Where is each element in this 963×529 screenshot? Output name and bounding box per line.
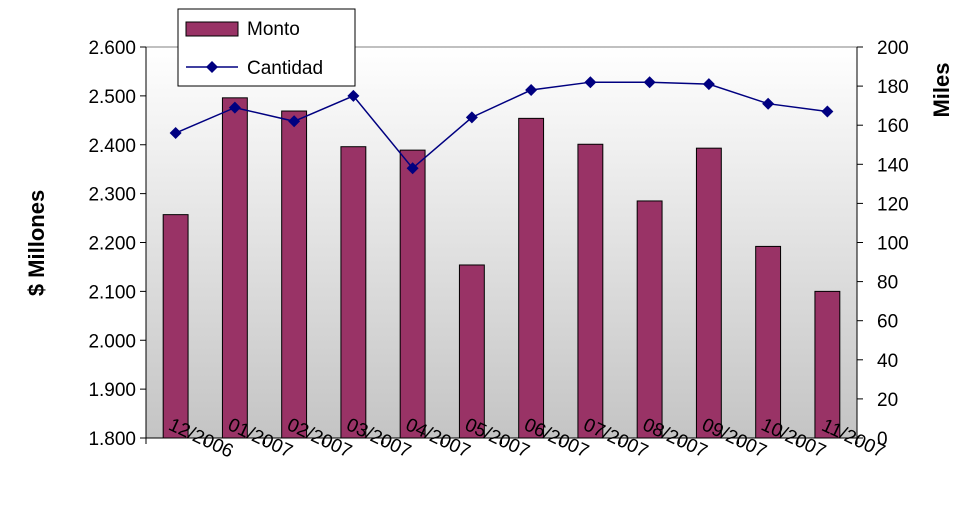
- legend: Monto Cantidad: [177, 8, 356, 87]
- bar-01-2007: [221, 97, 248, 439]
- right-tick-label: 180: [877, 77, 909, 98]
- right-tick-label: 120: [877, 194, 909, 215]
- right-tick-label: 20: [877, 390, 898, 411]
- right-tick-label: 60: [877, 312, 898, 333]
- bar-08-2007: [636, 200, 663, 439]
- right-tick-label: 160: [877, 116, 909, 137]
- point-08-2007: [643, 76, 656, 89]
- point-11-2007: [821, 105, 834, 118]
- left-tick-label: 2.600: [88, 38, 136, 59]
- point-01-2007: [228, 101, 241, 114]
- bar-03-2007: [340, 146, 367, 439]
- bar-02-2007: [281, 110, 308, 439]
- left-tick-label: 2.100: [88, 282, 136, 303]
- right-tick-label: 140: [877, 155, 909, 176]
- point-07-2007: [584, 76, 597, 89]
- bar-04-2007: [399, 149, 426, 439]
- cantidad-line: [175, 81, 828, 170]
- legend-marker-cantidad: [206, 61, 218, 73]
- point-03-2007: [347, 89, 360, 102]
- plot-area: [146, 47, 857, 438]
- bar-series-monto: [162, 97, 841, 439]
- point-12-2006: [169, 127, 182, 140]
- legend-swatch-monto: [185, 21, 239, 37]
- point-06-2007: [525, 84, 538, 97]
- bar-06-2007: [518, 117, 545, 439]
- left-tick-label: 2.500: [88, 87, 136, 108]
- bar-05-2007: [458, 264, 485, 439]
- bar-09-2007: [695, 147, 722, 439]
- point-05-2007: [465, 111, 478, 124]
- right-axis-ticks: 0 20 40 60 80 100 120 140 160 180 200: [857, 38, 909, 450]
- legend-label-monto: Monto: [247, 19, 300, 40]
- point-04-2007: [406, 162, 419, 175]
- right-tick-label: 80: [877, 273, 898, 294]
- point-10-2007: [762, 97, 775, 110]
- legend-label-cantidad: Cantidad: [247, 58, 323, 79]
- bar-12-2006: [162, 214, 189, 439]
- right-tick-label: 100: [877, 234, 909, 255]
- bar-07-2007: [577, 143, 604, 439]
- left-tick-label: 1.800: [88, 429, 136, 450]
- bar-10-2007: [755, 245, 782, 439]
- left-tick-label: 2.300: [88, 185, 136, 206]
- point-02-2007: [288, 115, 301, 128]
- left-tick-label: 2.000: [88, 331, 136, 352]
- right-tick-label: 40: [877, 351, 898, 372]
- left-tick-label: 2.200: [88, 234, 136, 255]
- right-axis-title: Miles: [929, 62, 954, 117]
- point-09-2007: [702, 78, 715, 91]
- right-tick-label: 0: [877, 429, 888, 450]
- left-tick-label: 1.900: [88, 380, 136, 401]
- left-axis-ticks: 1.800 1.900 2.000 2.100 2.200 2.300 2.400 2.500…: [88, 38, 146, 450]
- left-axis-title: $ Millones: [24, 190, 49, 296]
- bar-11-2007: [814, 290, 841, 439]
- line-series-cantidad: [169, 76, 834, 175]
- left-tick-label: 2.400: [88, 136, 136, 157]
- right-tick-label: 200: [877, 38, 909, 59]
